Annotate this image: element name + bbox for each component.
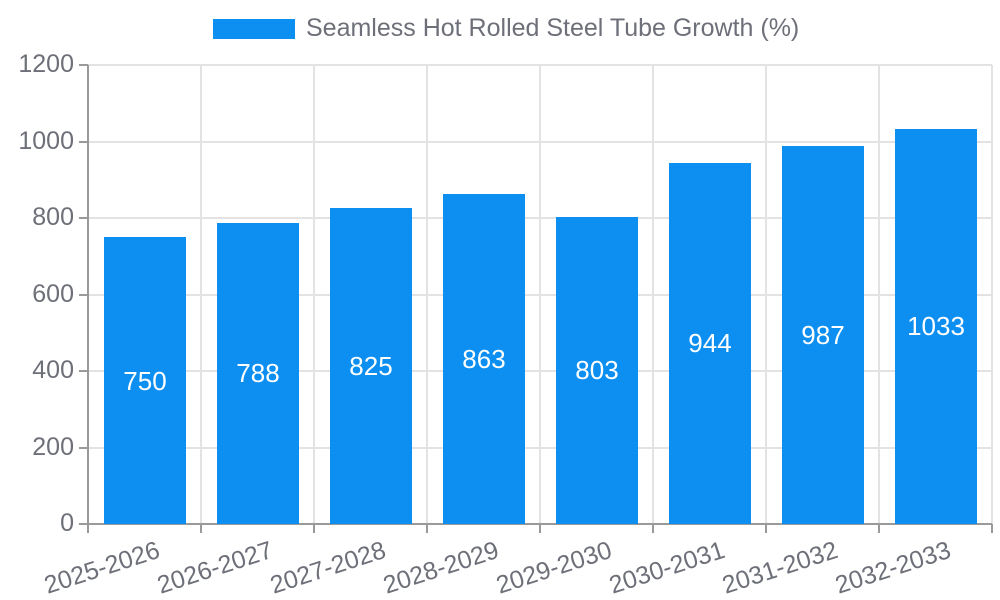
- y-axis-tick: [79, 446, 88, 449]
- legend[interactable]: Seamless Hot Rolled Steel Tube Growth (%…: [213, 14, 799, 43]
- x-axis-tick: [539, 524, 541, 533]
- x-axis-category-label: 2026-2027: [153, 536, 277, 600]
- y-axis-tick-label: 0: [60, 509, 74, 537]
- legend-swatch-icon: [213, 18, 295, 39]
- bar-value-label: 863: [462, 344, 506, 374]
- x-axis-tick: [878, 524, 880, 533]
- bar-value-label: 788: [236, 358, 280, 388]
- x-axis-tick: [200, 524, 202, 533]
- y-axis-tick: [79, 370, 88, 372]
- bar-value-label: 825: [349, 351, 393, 381]
- bar[interactable]: [782, 146, 864, 524]
- gridline-vertical: [200, 65, 202, 524]
- y-axis-tick: [79, 523, 88, 525]
- y-axis-tick-label: 1000: [18, 126, 74, 155]
- y-axis-tick: [79, 64, 88, 66]
- legend-label: Seamless Hot Rolled Steel Tube Growth (%…: [306, 14, 800, 42]
- gridline-vertical: [313, 65, 315, 524]
- y-axis-tick-label: 800: [32, 203, 74, 231]
- y-axis-tick-label: 1200: [18, 50, 74, 78]
- y-axis-tick-label: 400: [32, 356, 74, 384]
- y-axis-tick: [79, 217, 88, 219]
- bar-value-label: 750: [123, 366, 167, 396]
- gridline-vertical: [878, 65, 880, 524]
- x-axis-category-label: 2028-2029: [379, 536, 503, 600]
- bar[interactable]: [330, 208, 412, 524]
- bar[interactable]: [217, 223, 299, 524]
- gridline-vertical: [652, 65, 654, 524]
- x-axis-line: [79, 523, 992, 525]
- bar[interactable]: [556, 217, 638, 524]
- y-axis-tick: [79, 293, 88, 296]
- x-axis-category-label: 2025-2026: [40, 536, 164, 600]
- bar[interactable]: [443, 194, 525, 524]
- bar[interactable]: [104, 237, 186, 524]
- x-axis-tick: [87, 524, 89, 533]
- gridline-vertical: [426, 65, 428, 524]
- gridline-vertical: [539, 65, 541, 524]
- x-axis-category-label: 2032-2033: [831, 536, 955, 600]
- x-axis-tick: [426, 524, 428, 533]
- bar[interactable]: [895, 129, 977, 524]
- x-axis-tick: [991, 524, 993, 533]
- x-axis-category-label: 2029-2030: [492, 536, 616, 600]
- y-axis-tick-label: 600: [32, 279, 74, 308]
- gridline-vertical: [765, 65, 767, 524]
- bar-value-label: 1033: [907, 311, 965, 341]
- bar-value-label: 803: [575, 355, 619, 385]
- y-axis-tick: [79, 140, 88, 143]
- x-axis-tick: [652, 524, 654, 533]
- bar-value-label: 944: [688, 328, 732, 358]
- bar[interactable]: [669, 163, 751, 524]
- x-axis-category-label: 2027-2028: [266, 536, 390, 600]
- x-axis-category-label: 2030-2031: [605, 536, 729, 600]
- bar-value-label: 987: [801, 320, 845, 350]
- y-axis-line: [87, 65, 89, 533]
- y-axis-tick-label: 200: [32, 432, 74, 461]
- x-axis-tick: [313, 524, 315, 533]
- x-axis-tick: [765, 524, 767, 533]
- x-axis-category-label: 2031-2032: [718, 536, 842, 600]
- gridline-vertical: [991, 65, 993, 524]
